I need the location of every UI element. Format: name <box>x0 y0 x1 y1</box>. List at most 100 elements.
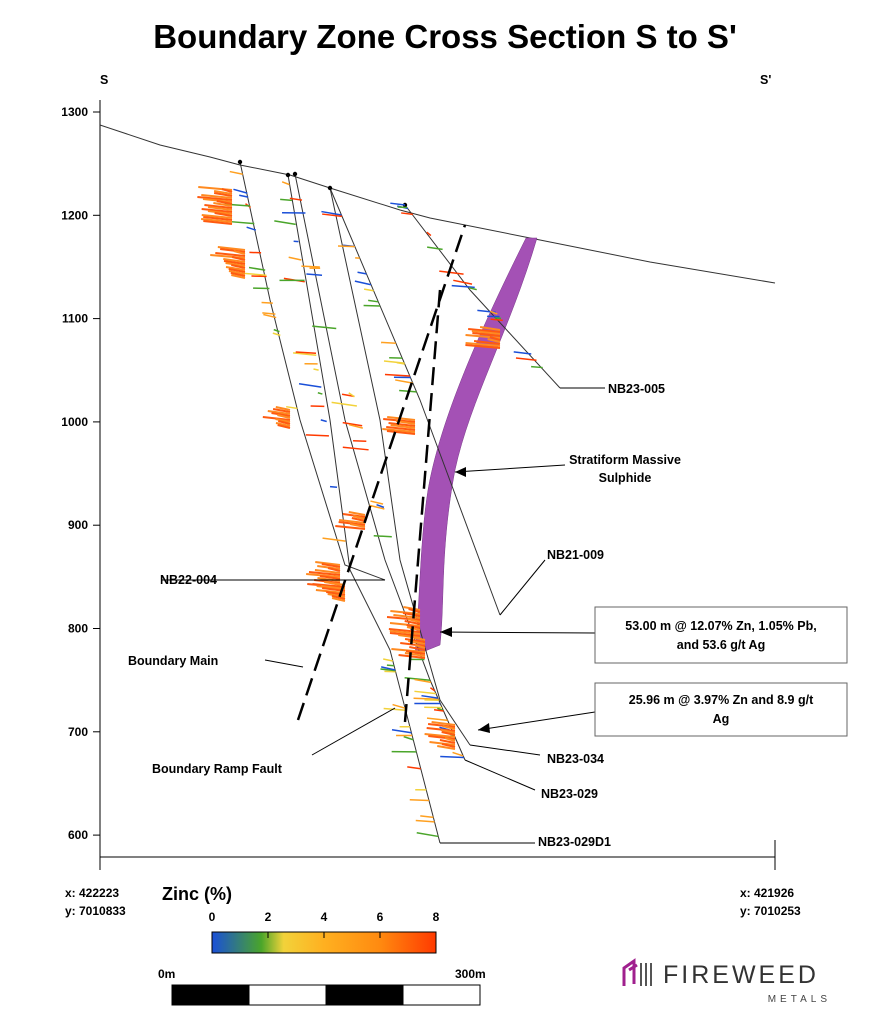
label-nb21-009: NB21-009 <box>547 548 604 562</box>
y-tick-label: 700 <box>68 725 88 739</box>
label-nb23-029d1: NB23-029D1 <box>538 835 611 849</box>
assay-bar <box>301 266 319 267</box>
zinc-assay-histograms <box>197 172 542 837</box>
assay-bar <box>381 342 396 343</box>
assay-bar <box>469 288 476 290</box>
assay-bar <box>343 447 369 450</box>
intercept-2-line-2: Ag <box>713 712 730 726</box>
boundary-main-label: Boundary Main <box>128 654 218 668</box>
assay-bar <box>531 367 543 368</box>
section-end-label: S' <box>760 73 771 87</box>
assay-bar <box>452 286 475 288</box>
assay-bar <box>274 221 295 225</box>
assay-bar <box>286 407 297 409</box>
assay-bar <box>364 289 374 291</box>
assay-bar <box>427 718 448 720</box>
ramp-fault-label: Boundary Ramp Fault <box>152 762 283 776</box>
scale-start: 0m <box>158 967 175 981</box>
assay-bar <box>374 536 392 537</box>
collar-markers <box>238 160 407 207</box>
scale-end: 300m <box>455 967 486 981</box>
topographic-surface <box>100 125 775 283</box>
assay-bar <box>355 281 371 285</box>
assay-bar <box>323 538 346 541</box>
drill-hole-nb23-029d1 <box>288 175 440 843</box>
assay-bar <box>289 257 302 260</box>
y-tick-label: 1300 <box>61 105 88 119</box>
intercept-box-2 <box>595 683 847 736</box>
assay-bar <box>299 384 321 387</box>
assay-bar <box>273 333 280 335</box>
intercept-1-line-2: and 53.6 g/t Ag <box>677 638 765 652</box>
right-coord-x: x: 421926 <box>740 886 794 900</box>
assay-bar <box>230 172 243 175</box>
legend-title: Zinc (%) <box>162 884 232 904</box>
logo-name: FIREWEED <box>663 961 819 989</box>
assay-bar <box>440 757 464 758</box>
assay-bar <box>332 402 357 406</box>
assay-bar <box>514 352 532 354</box>
legend-tick-label: 0 <box>209 910 216 924</box>
assay-bar <box>417 833 439 837</box>
intercept-box-1 <box>595 607 847 663</box>
assay-bar <box>274 330 280 332</box>
label-nb23-005: NB23-005 <box>608 382 665 396</box>
assay-bar <box>384 361 404 363</box>
assay-bar <box>439 271 463 274</box>
left-coord-x: x: 422223 <box>65 886 119 900</box>
assay-bar <box>404 737 414 740</box>
y-tick-label: 1200 <box>61 208 88 222</box>
assay-bar <box>318 393 323 394</box>
assay-bar <box>414 698 439 699</box>
assay-bar <box>370 501 383 504</box>
legend-tick-label: 6 <box>377 910 384 924</box>
assay-bar <box>392 730 411 733</box>
assay-bar <box>233 189 247 193</box>
assay-bar <box>407 767 420 769</box>
figure-title: Boundary Zone Cross Section S to S' <box>153 18 737 55</box>
assay-bar <box>420 816 433 818</box>
assay-bar <box>312 326 336 328</box>
assay-bar <box>390 203 405 205</box>
assay-bar <box>306 435 329 436</box>
legend-tick-label: 8 <box>433 910 440 924</box>
assay-bar <box>416 820 435 821</box>
assay-bar <box>395 380 413 383</box>
stratiform-label-1: Stratiform Massive <box>569 453 681 467</box>
y-tick-label: 900 <box>68 518 88 532</box>
intercept-2-line-1: 25.96 m @ 3.97% Zn and 8.9 g/t <box>629 693 814 707</box>
assay-bar <box>368 300 378 301</box>
assay-bar <box>427 247 442 249</box>
assay-bar <box>313 369 318 370</box>
drill-hole-traces <box>240 162 560 843</box>
assay-bar <box>358 272 367 274</box>
assay-bar <box>387 665 394 666</box>
fireweed-logo: FIREWEED METALS <box>624 961 831 1005</box>
assay-bar <box>321 420 327 422</box>
assay-bar <box>383 659 393 661</box>
assay-bar <box>231 222 254 224</box>
logo-sub: METALS <box>768 994 831 1005</box>
assay-bar <box>421 696 437 698</box>
assay-bar <box>262 303 273 304</box>
assay-bar <box>393 705 405 709</box>
legend-tick-label: 2 <box>265 910 272 924</box>
legend-tick-label: 4 <box>321 910 328 924</box>
intercept-1-line-1: 53.00 m @ 12.07% Zn, 1.05% Pb, <box>625 619 816 633</box>
assay-bar <box>385 374 410 376</box>
scale-bar <box>172 985 480 1005</box>
assay-bar <box>338 246 355 247</box>
assay-bar <box>414 691 436 693</box>
y-tick-label: 1100 <box>62 312 88 326</box>
y-tick-label: 800 <box>68 622 88 636</box>
label-nb22-004: NB22-004 <box>160 573 217 587</box>
left-coord-y: y: 7010833 <box>65 904 126 918</box>
right-coord-y: y: 7010253 <box>740 904 801 918</box>
assay-bar <box>282 182 289 185</box>
section-start-label: S <box>100 73 108 87</box>
assay-bar <box>410 800 429 801</box>
label-nb23-034: NB23-034 <box>547 752 604 766</box>
assay-bar <box>280 199 292 200</box>
